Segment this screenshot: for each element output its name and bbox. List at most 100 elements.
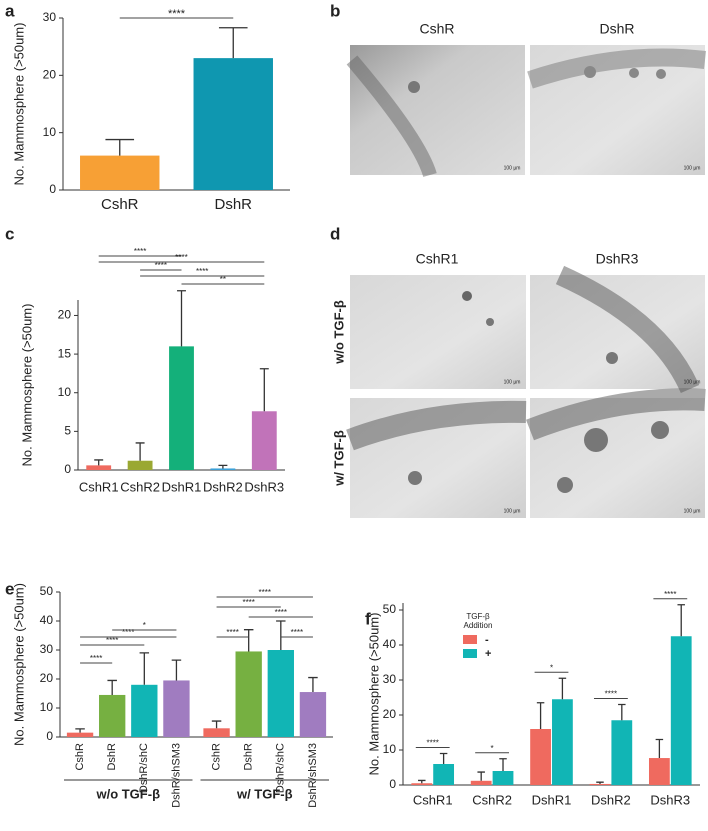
- x-tick-label: DshR: [106, 743, 118, 771]
- error-bar: [107, 679, 117, 695]
- bar: [648, 758, 670, 785]
- x-tick-label: DshR/shSM3: [170, 743, 182, 808]
- error-bar: [218, 464, 228, 469]
- vessel-edge: [527, 48, 707, 89]
- significance-label: ****: [134, 247, 146, 256]
- sphere: [651, 421, 669, 439]
- sphere: [462, 291, 472, 301]
- bar: [169, 346, 194, 470]
- significance-label: ****: [90, 654, 102, 663]
- bar: [131, 684, 158, 737]
- panel-letter: e: [5, 579, 14, 598]
- y-tick-label: 30: [43, 10, 57, 24]
- bar: [411, 783, 433, 785]
- y-tick-label: 0: [49, 182, 56, 196]
- vessel-edge: [526, 388, 706, 441]
- sphere: [408, 81, 420, 93]
- significance-label: ****: [175, 253, 187, 262]
- x-tick-label: CshR2: [472, 792, 512, 807]
- error-bar: [618, 703, 626, 721]
- significance-label: *: [550, 663, 553, 672]
- y-tick-label: 15: [58, 346, 72, 360]
- x-tick-label: DshR3: [244, 479, 284, 494]
- micrograph: [350, 275, 526, 389]
- significance-label: ****: [605, 690, 617, 699]
- row-label: w/o TGF-β: [331, 300, 346, 365]
- y-tick-label: 0: [64, 462, 71, 476]
- sphere: [557, 477, 573, 493]
- y-axis-label: No. Mammosphere (>50um): [19, 304, 34, 467]
- x-tick-label: DshR: [214, 196, 252, 213]
- bar: [99, 694, 126, 737]
- significance-label: ****: [155, 261, 167, 270]
- error-bar: [276, 620, 286, 650]
- bar: [267, 650, 294, 737]
- significance-label: ****: [291, 628, 303, 637]
- bar: [552, 699, 573, 785]
- legend-swatch: [463, 635, 477, 644]
- image-label: CshR: [419, 21, 454, 37]
- bar: [86, 465, 112, 470]
- error-bar: [655, 738, 664, 759]
- legend-swatch: [463, 649, 477, 658]
- error-bar: [139, 652, 150, 685]
- sphere: [656, 69, 666, 79]
- bar: [127, 460, 153, 470]
- significance-label: ****: [275, 608, 287, 617]
- y-tick-label: 50: [383, 602, 397, 616]
- x-tick-label: DshR1: [162, 479, 202, 494]
- sphere: [629, 68, 639, 78]
- legend-label: +: [485, 648, 491, 660]
- bar: [492, 771, 514, 785]
- x-tick-label: DshR/shC: [275, 743, 287, 793]
- error-bar: [177, 290, 186, 347]
- error-bar: [211, 720, 222, 729]
- error-bar: [243, 629, 254, 652]
- significance-label: ****: [242, 598, 254, 607]
- bar: [299, 692, 327, 737]
- bar: [203, 728, 230, 737]
- x-tick-label: CshR1: [79, 479, 119, 494]
- significance-label: ****: [664, 590, 676, 599]
- y-tick-label: 0: [46, 729, 53, 743]
- y-tick-label: 10: [40, 700, 54, 714]
- image-label: DshR: [599, 21, 634, 37]
- bar: [235, 651, 262, 737]
- panel-letter: d: [330, 224, 340, 243]
- error-bar: [499, 758, 507, 771]
- vessel-edge: [346, 400, 527, 451]
- error-bar: [596, 781, 604, 784]
- error-bar: [105, 138, 135, 156]
- sphere: [606, 352, 618, 364]
- error-bar: [171, 659, 182, 681]
- x-tick-label: DshR3: [650, 792, 690, 807]
- y-tick-label: 30: [383, 672, 397, 686]
- sphere: [584, 66, 596, 78]
- bar: [80, 155, 160, 190]
- panel-letter: c: [5, 224, 14, 243]
- x-tick-label: CshR: [101, 196, 139, 213]
- x-tick-label: DshR2: [203, 479, 243, 494]
- y-tick-label: 20: [40, 671, 54, 685]
- vessel-edge: [346, 55, 437, 178]
- error-bar: [477, 771, 485, 781]
- group-label: w/ TGF-β: [236, 786, 293, 801]
- bar: [251, 411, 277, 470]
- significance-label: *: [491, 744, 494, 753]
- y-tick-label: 20: [43, 68, 57, 82]
- sphere: [584, 428, 608, 452]
- panel-letter: b: [330, 1, 340, 20]
- x-tick-label: DshR1: [532, 792, 572, 807]
- error-bar: [558, 677, 567, 700]
- significance-label: ****: [168, 8, 186, 20]
- x-tick-label: DshR2: [591, 792, 631, 807]
- y-tick-label: 40: [40, 613, 54, 627]
- x-tick-label: DshR/shSM3: [307, 743, 319, 808]
- error-bar: [259, 368, 269, 412]
- error-bar: [308, 676, 318, 693]
- significance-label: **: [220, 275, 226, 284]
- y-tick-label: 20: [383, 707, 397, 721]
- image-label: DshR3: [596, 251, 639, 267]
- bar: [210, 468, 236, 470]
- bar: [193, 58, 273, 191]
